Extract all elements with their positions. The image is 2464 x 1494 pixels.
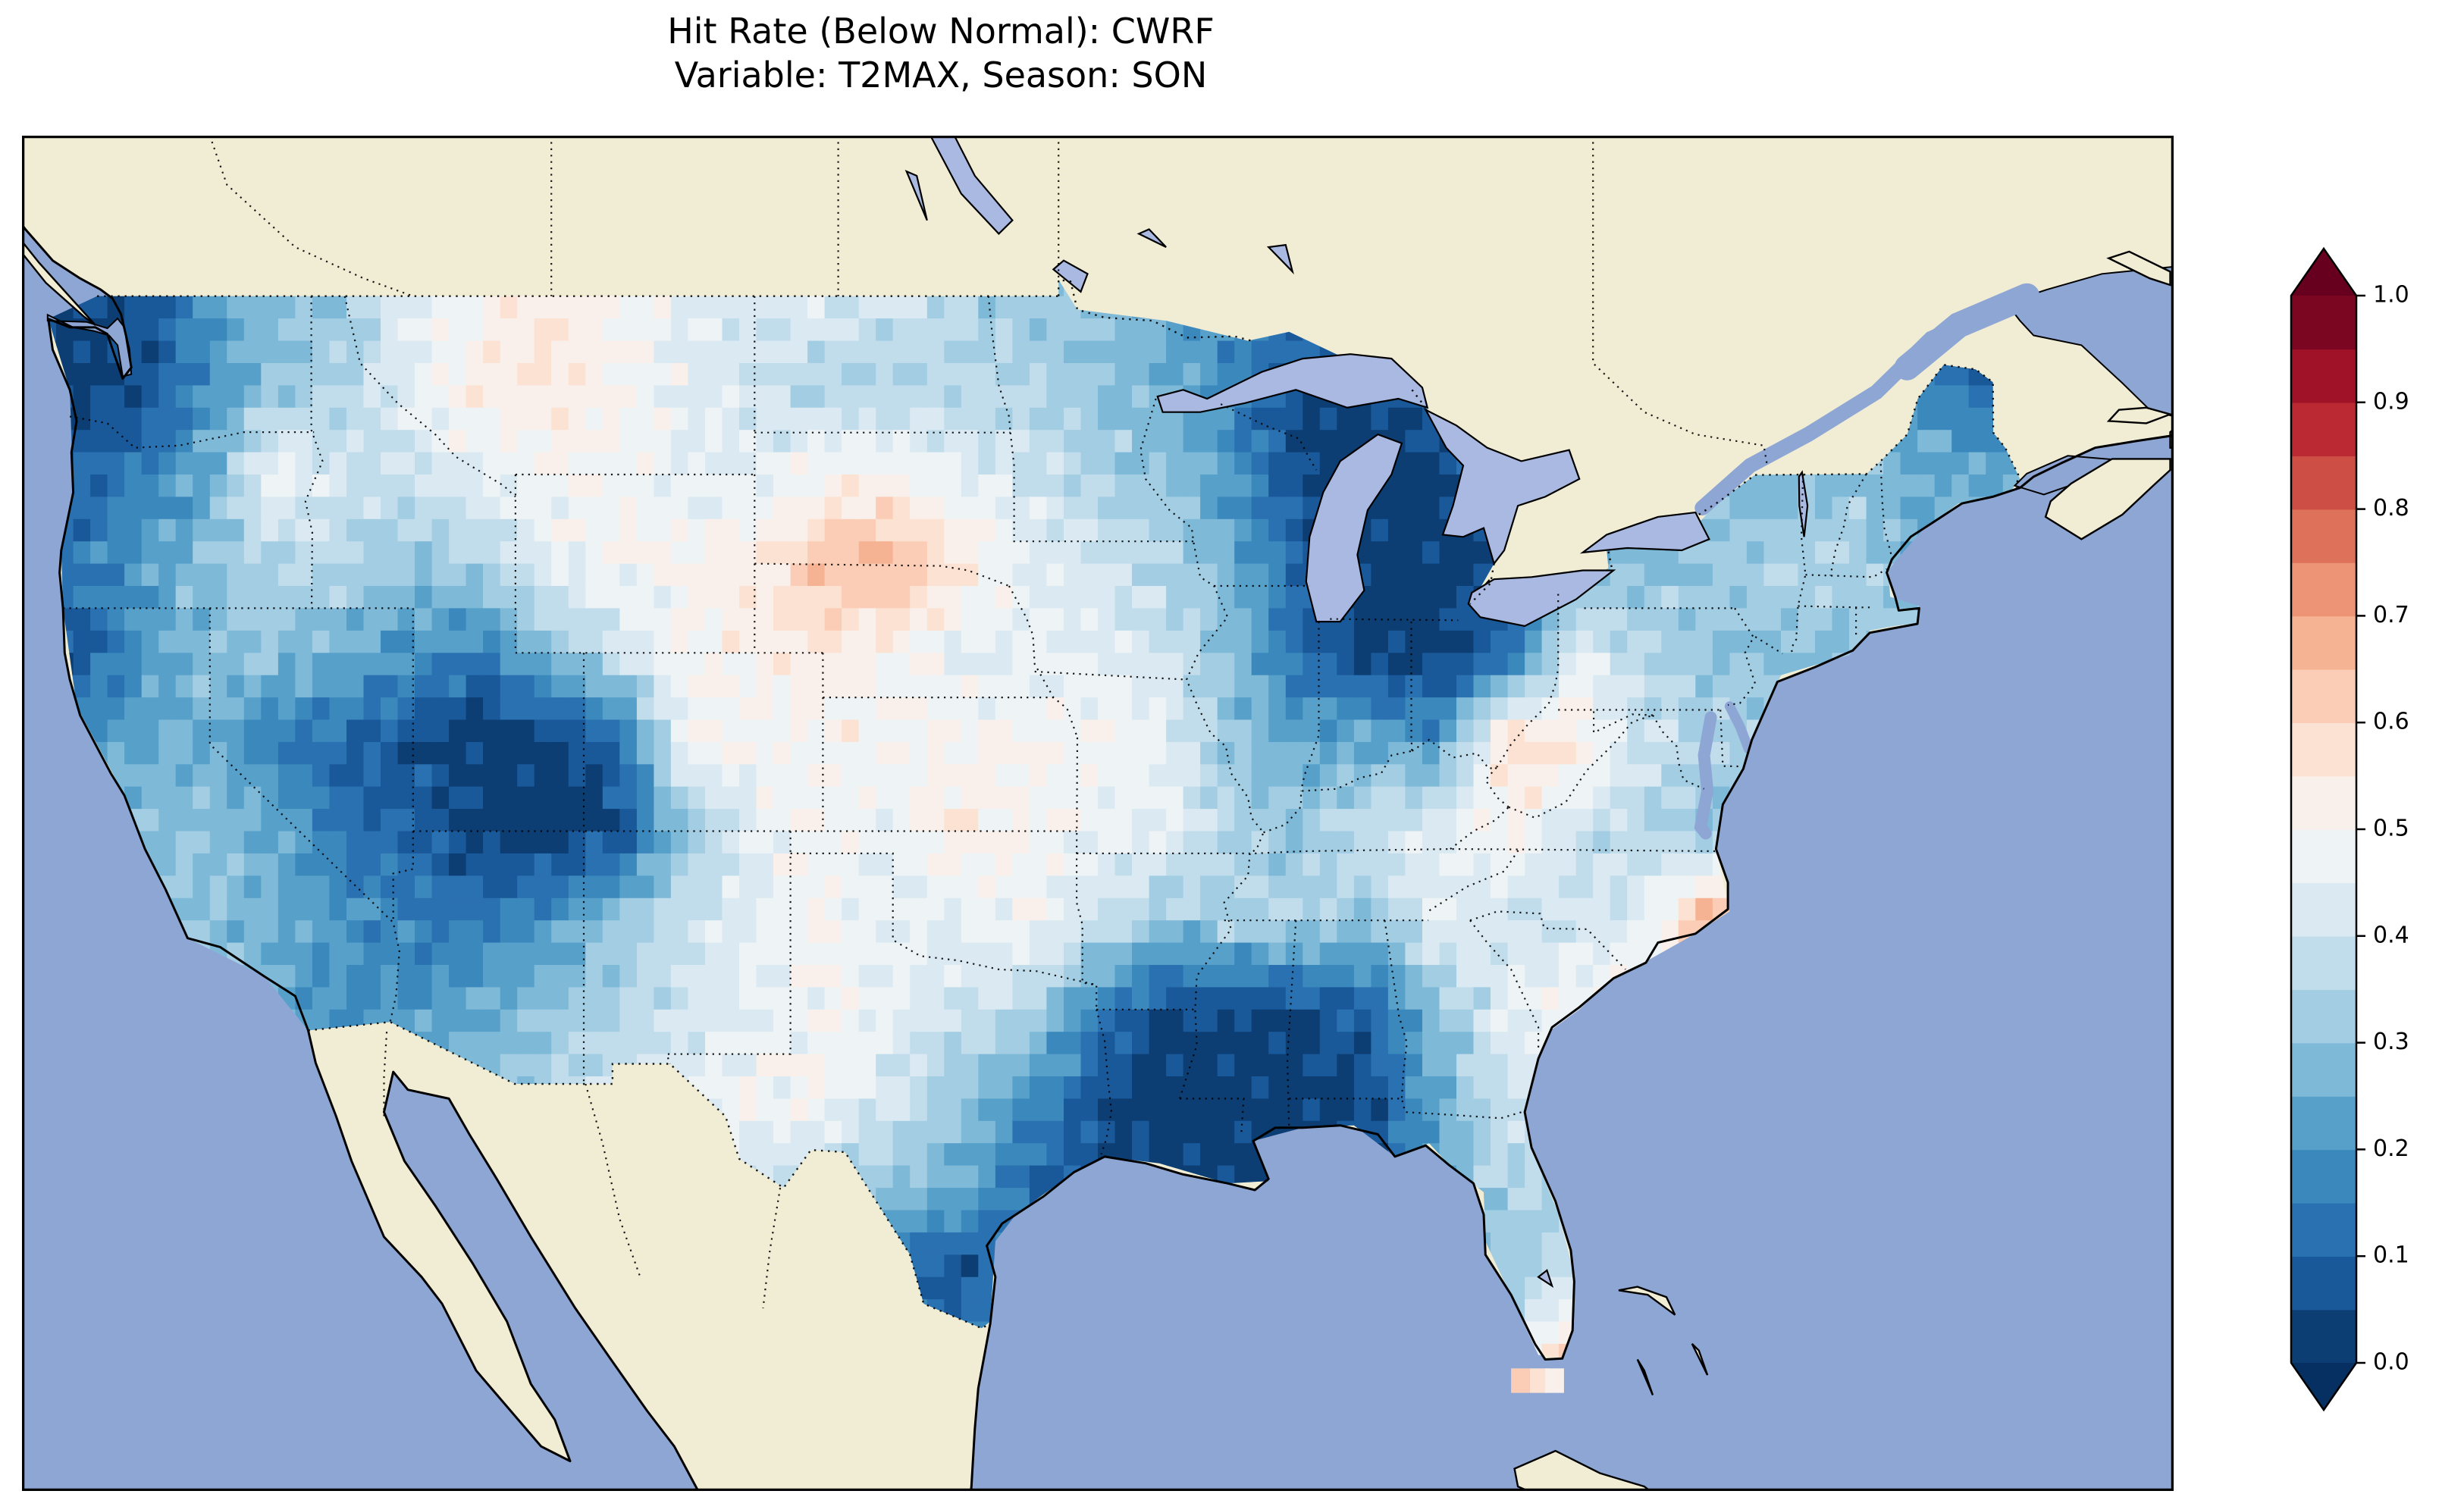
colorbar: 0.00.10.20.30.40.50.60.70.80.91.0Hit Rat…	[2290, 246, 2409, 1412]
plot-title: Hit Rate (Below Normal): CWRF Variable: …	[667, 9, 1215, 97]
colorbar-tick-label: 0.3	[2373, 1029, 2409, 1055]
axes-frame	[22, 136, 2174, 1491]
stray-data-cells	[1511, 1368, 1564, 1393]
islands-layer	[22, 240, 2174, 1491]
colorbar-tick-label: 0.6	[2373, 709, 2409, 735]
colorbar-extend-triangles	[2291, 249, 2356, 1410]
colorbar-tick-label: 0.8	[2373, 495, 2409, 521]
colorbar-tick-label: 0.0	[2373, 1349, 2409, 1376]
colorbar-tick-label: 0.5	[2373, 816, 2409, 842]
colorbar-tick-label: 0.9	[2373, 388, 2409, 415]
colorbar-tick-label: 0.2	[2373, 1135, 2409, 1162]
plot-title-line-2: Variable: T2MAX, Season: SON	[674, 55, 1208, 96]
country-borders-layer	[97, 278, 2020, 1330]
map-axes	[22, 136, 2174, 1491]
colorbar-ticks: 0.0 0.1 0.2 0.3 0.4 0.5 0.6 0.7 0.8 0.9 1.0	[2356, 282, 2409, 1376]
province-borders-layer	[208, 136, 1768, 1309]
coastline-layer	[22, 223, 2174, 1491]
colorbar-tick-label: 0.1	[2373, 1242, 2409, 1269]
colorbar-tick-label: 0.4	[2373, 922, 2409, 948]
water-overlay-layer	[46, 265, 2174, 840]
state-borders-layer	[63, 296, 1894, 1155]
colorbar-tick-label: 1.0	[2373, 282, 2409, 309]
plot-title-line-1: Hit Rate (Below Normal): CWRF	[667, 11, 1215, 52]
great-lakes-layer	[904, 136, 1809, 1289]
colorbar-bands	[2291, 296, 2356, 1364]
colorbar-tick-label: 0.7	[2373, 602, 2409, 628]
